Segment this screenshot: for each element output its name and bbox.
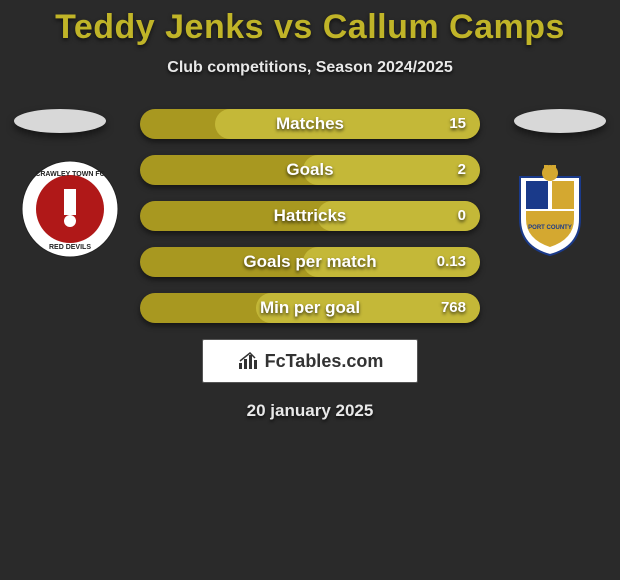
bar-label: Goals bbox=[140, 155, 480, 185]
bar-value: 2 bbox=[458, 155, 466, 185]
svg-text:CRAWLEY TOWN FC: CRAWLEY TOWN FC bbox=[35, 171, 104, 178]
bar-row: Hattricks 0 bbox=[140, 201, 480, 231]
page-title: Teddy Jenks vs Callum Camps bbox=[0, 8, 620, 47]
bar-value: 0 bbox=[458, 201, 466, 231]
chart-area: CRAWLEY TOWN FC RED DEVILS PORT COUNTY M… bbox=[0, 109, 620, 421]
player-marker-right bbox=[514, 109, 606, 133]
bar-label: Hattricks bbox=[140, 201, 480, 231]
bar-value: 0.13 bbox=[437, 247, 466, 277]
stockport-badge-icon: PORT COUNTY bbox=[500, 159, 600, 259]
bar-row: Goals per match 0.13 bbox=[140, 247, 480, 277]
bar-value: 15 bbox=[449, 109, 466, 139]
club-badge-left: CRAWLEY TOWN FC RED DEVILS bbox=[20, 159, 120, 259]
bar-value: 768 bbox=[441, 293, 466, 323]
infographic-container: Teddy Jenks vs Callum Camps Club competi… bbox=[0, 0, 620, 580]
subtitle: Club competitions, Season 2024/2025 bbox=[0, 59, 620, 77]
date-text: 20 january 2025 bbox=[0, 401, 620, 421]
player-marker-left bbox=[14, 109, 106, 133]
svg-text:PORT COUNTY: PORT COUNTY bbox=[528, 225, 572, 231]
brand-box: FcTables.com bbox=[202, 339, 418, 383]
club-badge-right: PORT COUNTY bbox=[500, 159, 600, 259]
brand-text: FcTables.com bbox=[265, 351, 384, 372]
bar-row: Goals 2 bbox=[140, 155, 480, 185]
bar-row: Min per goal 768 bbox=[140, 293, 480, 323]
bar-label: Goals per match bbox=[140, 247, 480, 277]
crawley-badge-icon: CRAWLEY TOWN FC RED DEVILS bbox=[20, 159, 120, 259]
bar-label: Matches bbox=[140, 109, 480, 139]
bar-label: Min per goal bbox=[140, 293, 480, 323]
bar-row: Matches 15 bbox=[140, 109, 480, 139]
chart-icon bbox=[237, 351, 261, 371]
svg-text:RED DEVILS: RED DEVILS bbox=[49, 244, 91, 251]
bar-list: Matches 15 Goals 2 Hattricks 0 Goals per… bbox=[140, 109, 480, 323]
